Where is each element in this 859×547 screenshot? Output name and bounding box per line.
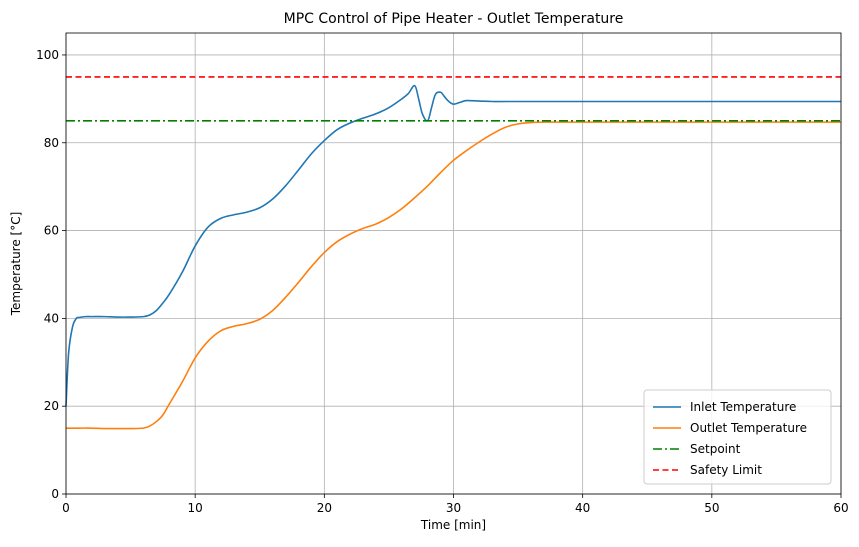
x-tick-label: 30 xyxy=(446,501,461,515)
x-tick-label: 20 xyxy=(317,501,332,515)
y-axis-label: Temperature [°C] xyxy=(9,212,23,317)
chart-title: MPC Control of Pipe Heater - Outlet Temp… xyxy=(284,11,624,27)
y-tick-label: 20 xyxy=(44,399,59,413)
legend: Inlet Temperature Outlet Temperature Setpo… xyxy=(643,389,832,485)
legend-box xyxy=(643,389,832,485)
y-tick-label: 80 xyxy=(44,136,59,150)
legend-label: Setpoint xyxy=(690,442,741,456)
y-tick-label: 100 xyxy=(36,48,59,62)
x-tick-label: 40 xyxy=(575,501,590,515)
legend-label: Safety Limit xyxy=(690,463,762,477)
plot-area xyxy=(65,76,841,430)
x-tick-label: 50 xyxy=(704,501,719,515)
y-tick-label: 0 xyxy=(51,487,59,501)
x-tick-label: 10 xyxy=(188,501,203,515)
axis-ticks: 0 10 20 30 40 50 60 0 20 40 60 80 100 xyxy=(36,48,849,515)
x-axis-label: Time [min] xyxy=(420,518,486,532)
series-line-outlet-temperature xyxy=(65,121,841,430)
legend-label: Outlet Temperature xyxy=(690,421,807,435)
x-tick-label: 0 xyxy=(62,501,70,515)
y-tick-label: 40 xyxy=(44,311,59,325)
series-line-inlet-temperature xyxy=(65,84,841,407)
x-tick-label: 60 xyxy=(833,501,848,515)
y-tick-label: 60 xyxy=(44,224,59,238)
legend-label: Inlet Temperature xyxy=(690,400,796,414)
